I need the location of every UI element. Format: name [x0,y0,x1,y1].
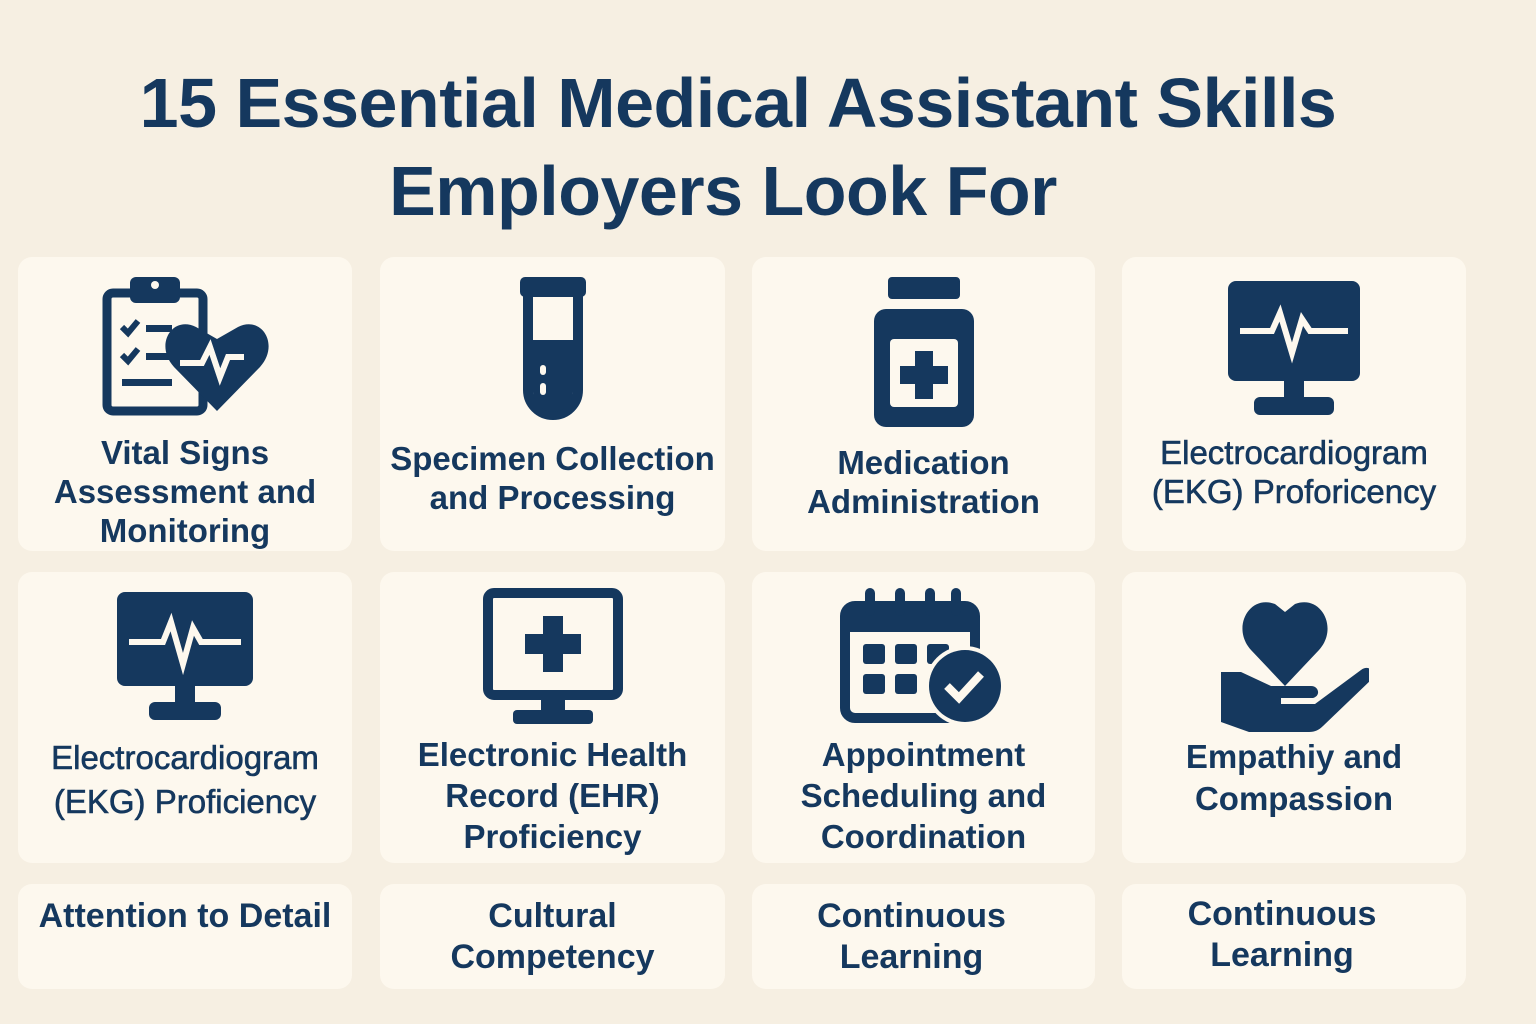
hand-heart-icon [1219,592,1369,732]
skill-card-medication: Medication Administration [752,257,1095,551]
skill-card-specimen: Specimen Collection and Processing [380,257,725,551]
skill-card-vital-signs: Vital Signs Assessment and Monitoring [18,257,352,551]
skill-card-learning-2: Continuous Learning [1122,884,1466,989]
skill-card-empathy: Empathiy and Compassion [1122,572,1466,863]
skill-label: Medication Administration [807,444,1040,520]
skill-label: Electrocardiogram (EKG) Proficiency [51,739,319,821]
skill-label: Continuous Learning [1187,895,1377,974]
skill-label: Electrocardiogram (EKG) Proforicency [1151,434,1437,511]
skill-card-ekg-1: Electrocardiogram (EKG) Proforicency [1122,257,1466,551]
ekg-monitor-icon [1226,279,1362,417]
skill-card-cultural: Cultural Competency [380,884,725,989]
clipboard-heart-icon [100,275,270,417]
skill-label: Appointment Scheduling and Coordination [800,736,1047,855]
medicine-bottle-icon [872,275,976,429]
skill-label: Specimen Collection and Processing [390,440,715,516]
skill-label: Attention to Detail [38,897,332,935]
skill-card-appointment: Appointment Scheduling and Coordination [752,572,1095,863]
skill-label: Electronic Health Record (EHR) Proficien… [417,736,688,855]
skill-label: Cultural Competency [450,897,655,976]
calendar-check-icon [839,586,1009,728]
skill-label: Continuous Learning [817,897,1006,976]
skill-card-attention: Attention to Detail [18,884,352,989]
skill-label: Vital Signs Assessment and Monitoring [53,434,317,549]
medical-monitor-icon [482,588,623,726]
page-title-line-2: Employers Look For [389,152,1057,230]
page-title-line-1: 15 Essential Medical Assistant Skills [139,64,1337,142]
skill-label: Empathiy and Compassion [1185,738,1403,817]
test-tube-icon [518,275,588,425]
skill-card-ekg-2: Electrocardiogram (EKG) Proficiency [18,572,352,863]
skill-card-ehr: Electronic Health Record (EHR) Proficien… [380,572,725,863]
ekg-monitor-icon [115,590,255,722]
skill-card-learning-1: Continuous Learning [752,884,1095,989]
